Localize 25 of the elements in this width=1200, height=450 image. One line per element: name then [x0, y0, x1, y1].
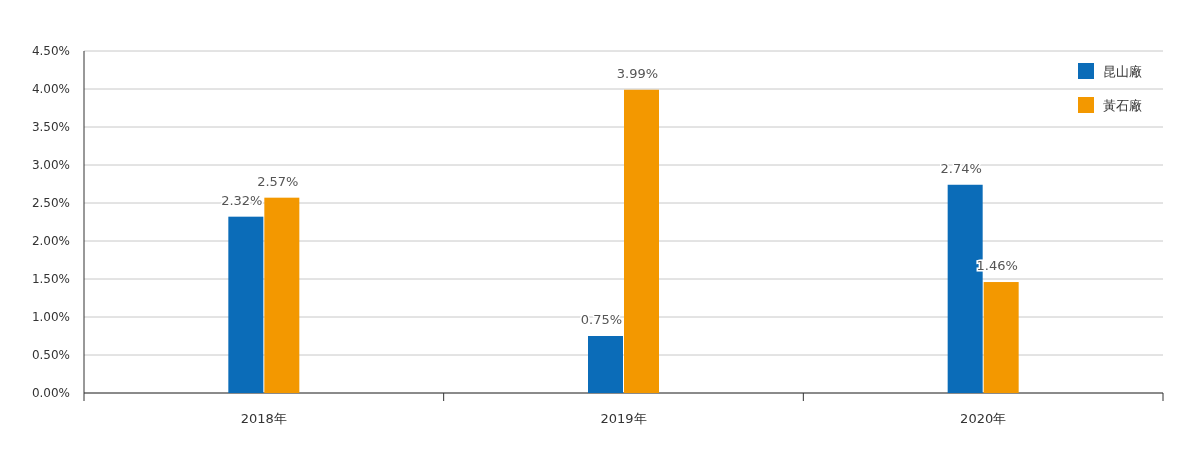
y-tick-label: 1.50%: [31, 272, 70, 286]
legend-label: 昆山廠: [1103, 64, 1142, 79]
data-label: 3.99%: [616, 65, 659, 81]
bar: [228, 216, 264, 393]
data-label: 0.75%: [580, 312, 623, 327]
data-label: 2.74%: [940, 160, 982, 176]
bar: [983, 282, 1019, 393]
y-tick-label: 3.50%: [31, 120, 70, 134]
y-tick-label: 1.00%: [31, 310, 70, 324]
y-tick-label: 2.50%: [31, 196, 70, 210]
legend-label: 黃石廠: [1103, 98, 1142, 113]
x-tick-label: 2020年: [960, 411, 1007, 426]
data-label: 2.57%: [257, 173, 299, 189]
bar: [264, 197, 300, 393]
y-tick-label: 4.00%: [31, 82, 70, 96]
y-tick-label: 2.00%: [31, 234, 70, 248]
y-tick-label: 0.00%: [31, 386, 70, 400]
bar: [624, 89, 659, 393]
bar: [588, 336, 623, 393]
y-tick-label: 4.50%: [31, 44, 70, 58]
y-tick-label: 3.00%: [31, 158, 70, 172]
x-tick-label: 2018年: [240, 411, 287, 426]
y-tick-label: 0.50%: [31, 348, 70, 362]
x-tick-label: 2019年: [600, 411, 647, 426]
data-label: 2.32%: [221, 192, 263, 208]
